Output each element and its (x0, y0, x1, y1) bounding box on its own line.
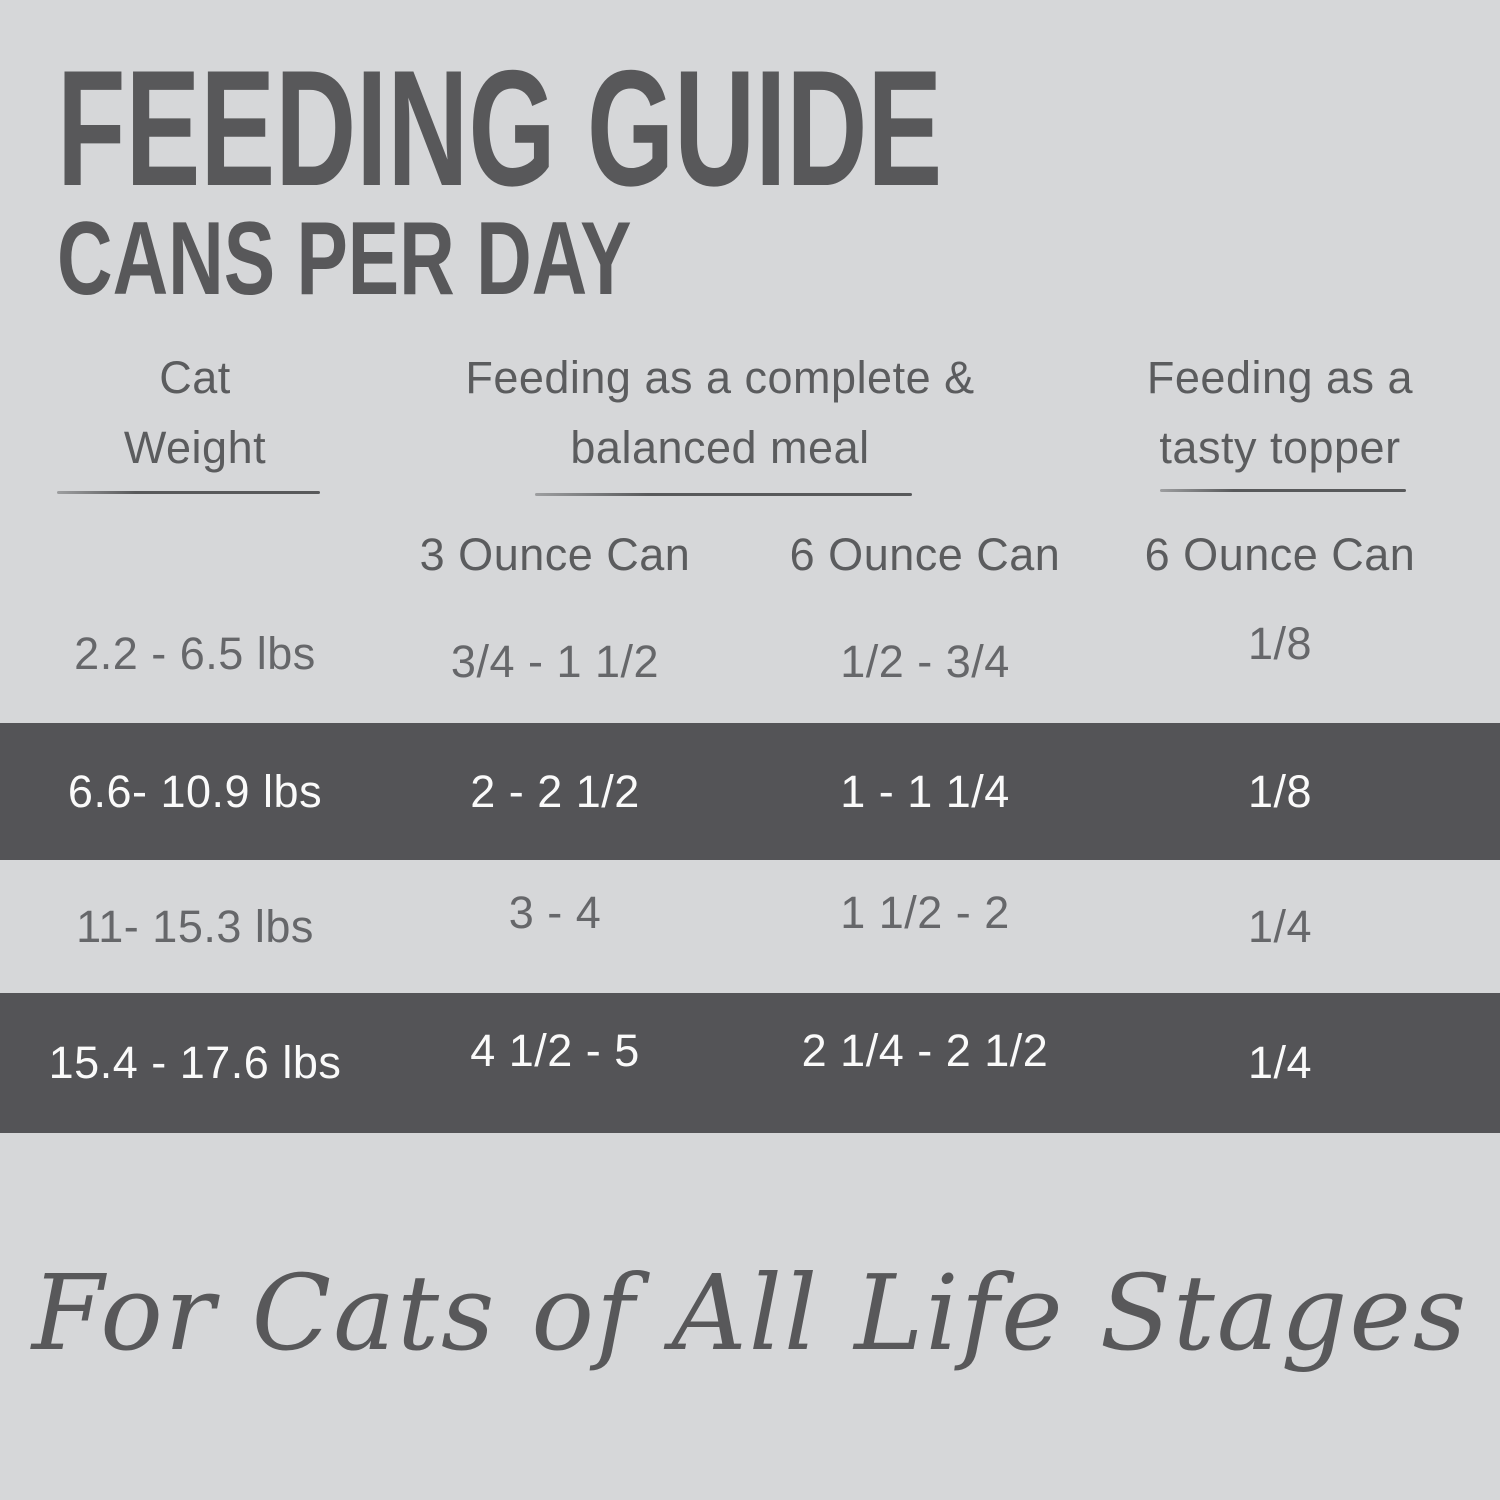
cell-meal-3oz: 3/4 - 1 1/2 (450, 635, 660, 687)
cell-cat-weight: 6.6- 10.9 lbs (67, 765, 323, 817)
cell-meal-3oz: 2 - 2 1/2 (470, 765, 640, 817)
table-row: 2.2 - 6.5 lbs 3/4 - 1 1/2 1/2 - 3/4 1/8 (0, 600, 1500, 723)
column-header-line: tasty topper (1159, 422, 1401, 473)
can-size-header-6oz-topper: 6 Ounce Can (1144, 529, 1416, 580)
table-group-header-row: Cat Weight Feeding as a complete & balan… (0, 343, 1500, 488)
column-header-complete-meal: Feeding as a complete & balanced meal (350, 343, 1090, 488)
cell-meal-6oz: 2 1/4 - 2 1/2 (801, 1025, 1049, 1076)
cell-meal-3oz: 3 - 4 (508, 886, 602, 938)
table-can-size-header-row: 3 Ounce Can 6 Ounce Can 6 Ounce Can (0, 520, 1500, 590)
header-underline-cat-weight (57, 491, 320, 494)
column-header-tasty-topper: Feeding as a tasty topper (1090, 343, 1470, 488)
cell-meal-3oz: 4 1/2 - 5 (470, 1025, 640, 1076)
cell-cat-weight: 11- 15.3 lbs (76, 900, 314, 952)
tagline-script: For Cats of All Life Stages (31, 1252, 1469, 1374)
column-header-cat-weight: Cat Weight (40, 343, 350, 488)
cell-cat-weight: 2.2 - 6.5 lbs (74, 627, 316, 679)
cell-topper-6oz: 1/4 (1247, 1037, 1313, 1088)
cell-topper-6oz: 1/8 (1247, 765, 1313, 817)
header-underline-tasty-topper (1160, 489, 1406, 492)
cell-topper-6oz: 1/4 (1247, 900, 1313, 952)
table-row-highlighted: 6.6- 10.9 lbs 2 - 2 1/2 1 - 1 1/4 1/8 (0, 723, 1500, 860)
cell-meal-6oz: 1 - 1 1/4 (840, 765, 1010, 817)
column-header-line: Cat (159, 352, 231, 403)
cell-meal-6oz: 1 1/2 - 2 (840, 886, 1010, 938)
page-subtitle: CANS PER DAY (57, 201, 632, 317)
table-row-highlighted: 15.4 - 17.6 lbs 4 1/2 - 5 2 1/4 - 2 1/2 … (0, 993, 1500, 1133)
page-title: FEEDING GUIDE (57, 36, 943, 220)
can-size-header-3oz: 3 Ounce Can (419, 529, 691, 580)
table-row: 11- 15.3 lbs 3 - 4 1 1/2 - 2 1/4 (0, 860, 1500, 993)
column-header-line: Weight (123, 422, 267, 473)
can-size-header-6oz: 6 Ounce Can (789, 529, 1061, 580)
cell-cat-weight: 15.4 - 17.6 lbs (48, 1037, 342, 1088)
cell-topper-6oz: 1/8 (1247, 617, 1313, 669)
column-header-line: Feeding as a (1146, 352, 1414, 403)
column-header-line: balanced meal (570, 422, 870, 473)
cell-meal-6oz: 1/2 - 3/4 (840, 635, 1010, 687)
column-header-line: Feeding as a complete & (465, 352, 975, 403)
header-underline-complete-meal (535, 493, 912, 496)
